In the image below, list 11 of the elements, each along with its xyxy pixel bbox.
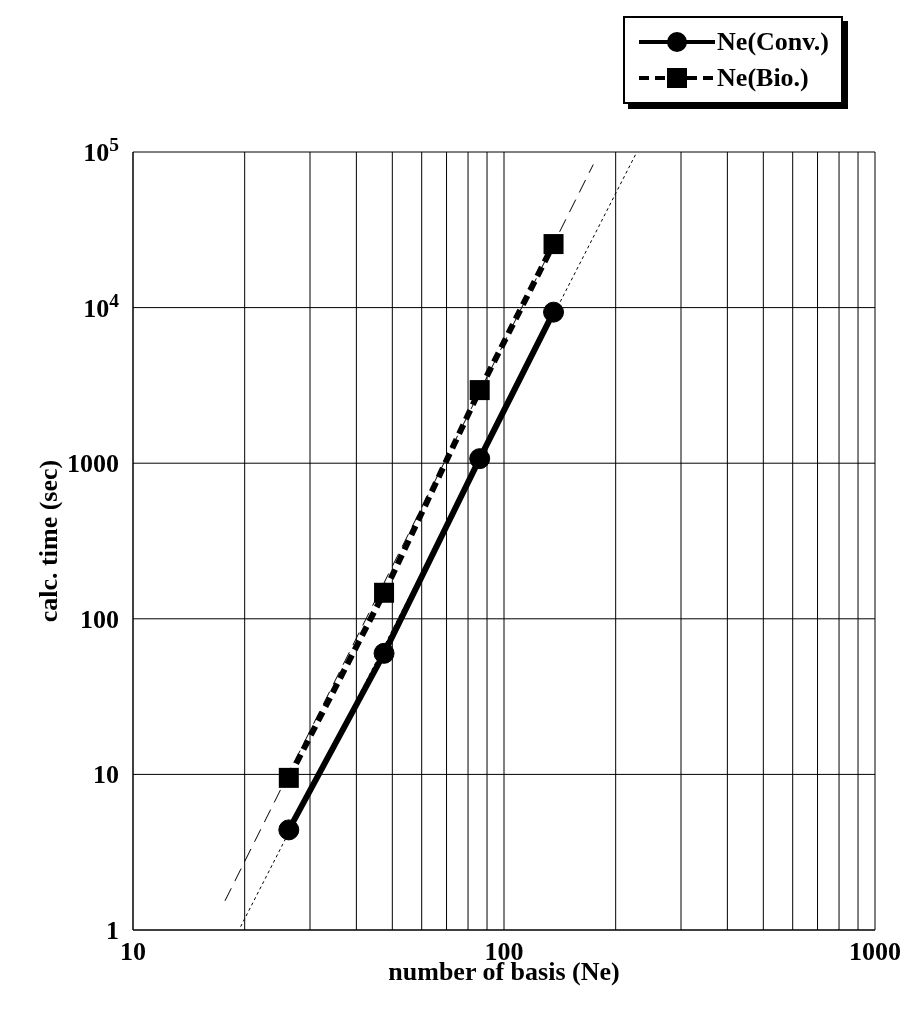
y-tick-label: 10$^{4}$: [83, 289, 120, 323]
x-tick-label: 10: [120, 937, 146, 966]
y-tick-label: 10: [93, 760, 119, 790]
legend-label: Ne(Conv.): [717, 26, 829, 58]
y-tick-label: 1000: [67, 449, 119, 479]
y-tick-label: 100: [80, 604, 119, 634]
x-tick-label: 1000: [849, 937, 901, 966]
y-axis-title: calc. time (sec): [34, 459, 64, 623]
legend-label: Ne(Bio.): [717, 62, 809, 94]
y-tick-label: 1: [106, 916, 119, 945]
y-tick-label: 10$^{5}$: [83, 133, 120, 167]
